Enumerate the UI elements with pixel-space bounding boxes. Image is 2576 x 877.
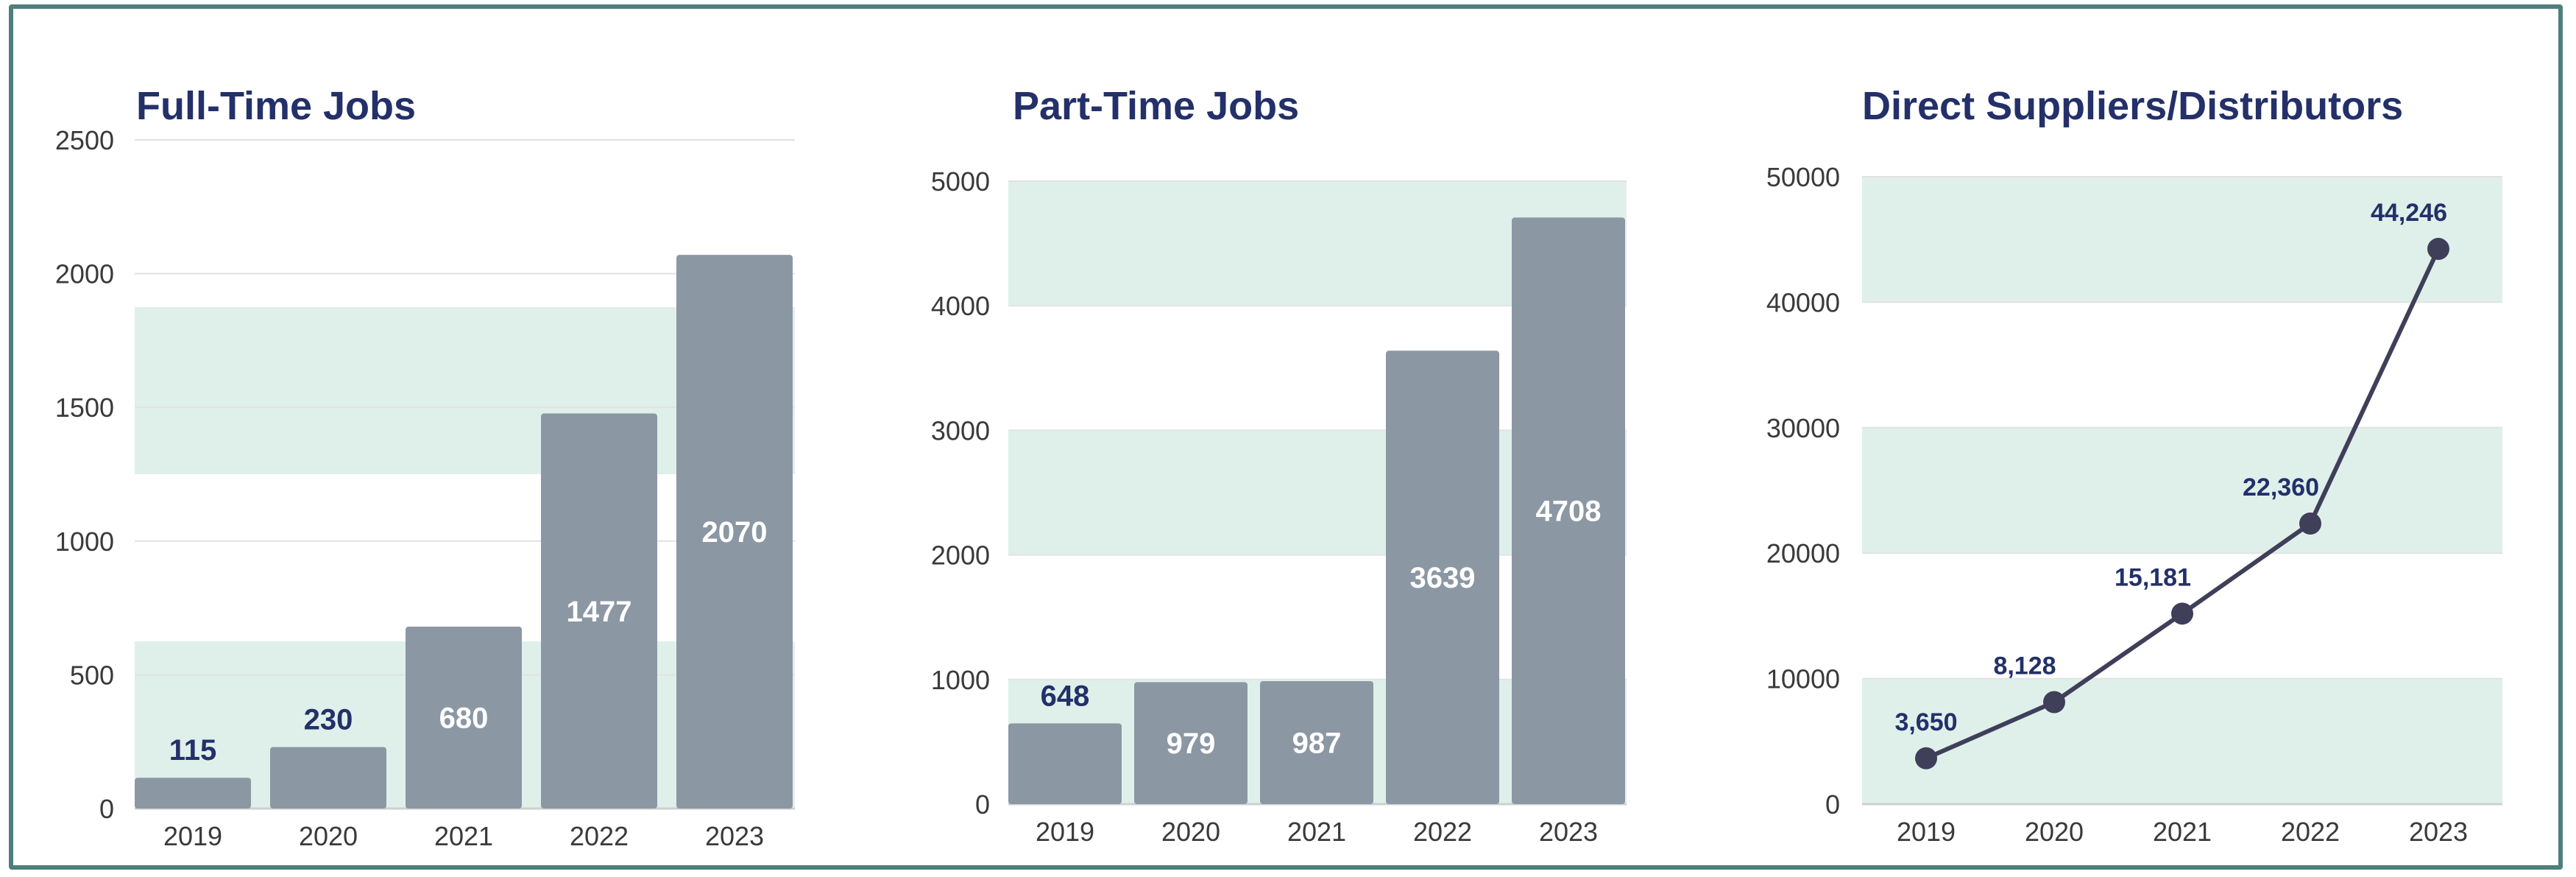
data-point — [1915, 747, 1937, 769]
bar — [1134, 682, 1248, 804]
data-point — [2171, 602, 2193, 625]
data-label: 987 — [1292, 727, 1342, 759]
bar — [1512, 217, 1625, 805]
bar — [676, 255, 793, 809]
data-label: 22,360 — [2243, 473, 2319, 501]
chart-frame — [9, 4, 2563, 870]
x-tick-label: 2020 — [1161, 817, 1220, 847]
x-tick-label: 2023 — [2409, 817, 2468, 847]
y-tick-label: 10000 — [1766, 664, 1840, 694]
y-tick-label: 1000 — [55, 526, 114, 557]
chart-2: 0 1000 2000 3000 4000 5000 2019 648 2020 979 2021 9… — [931, 84, 1627, 847]
chart-3-band — [1862, 177, 2502, 303]
bar — [1386, 351, 1499, 804]
data-label: 44,246 — [2371, 199, 2447, 227]
data-label: 3,650 — [1894, 708, 1957, 736]
data-label: 1477 — [567, 596, 632, 628]
data-label: 3639 — [1410, 562, 1476, 594]
data-point — [2043, 691, 2065, 714]
y-tick-label: 1500 — [55, 392, 114, 423]
chart-3-band — [1862, 427, 2502, 554]
data-label: 15,181 — [2115, 563, 2191, 591]
y-tick-label: 500 — [70, 660, 114, 690]
y-tick-label: 2000 — [931, 540, 990, 571]
bar — [1260, 680, 1373, 804]
x-tick-label: 2023 — [705, 821, 764, 851]
x-tick-label: 2020 — [299, 821, 358, 851]
y-tick-label: 2000 — [55, 259, 114, 289]
x-tick-label: 2020 — [2025, 817, 2084, 847]
x-tick-label: 2019 — [1897, 817, 1956, 847]
chart-3: 0 10000 20000 30000 40000 50000 2019 3,650 2020 8… — [1766, 84, 2502, 847]
data-label: 680 — [439, 702, 489, 735]
data-label: 4708 — [1536, 496, 1602, 528]
y-tick-label: 5000 — [931, 166, 990, 197]
bar — [1008, 723, 1122, 804]
data-label: 648 — [1041, 680, 1090, 712]
chart-title: Full-Time Jobs — [136, 84, 416, 128]
y-tick-label: 0 — [99, 794, 114, 824]
data-label: 115 — [169, 734, 217, 767]
x-tick-label: 2019 — [163, 821, 222, 851]
y-tick-label: 50000 — [1766, 162, 1840, 192]
x-tick-label: 2019 — [1036, 817, 1094, 847]
data-label: 2070 — [702, 516, 768, 549]
chart-title: Direct Suppliers/Distributors — [1862, 84, 2403, 128]
y-tick-label: 1000 — [931, 665, 990, 695]
x-tick-label: 2022 — [2281, 817, 2340, 847]
data-label: 230 — [304, 703, 353, 736]
y-tick-label: 4000 — [931, 291, 990, 321]
chart-title: Part-Time Jobs — [1013, 84, 1299, 128]
bar — [541, 413, 657, 809]
bar — [406, 627, 522, 809]
y-tick-label: 0 — [1825, 789, 1840, 820]
y-tick-label: 3000 — [931, 415, 990, 445]
x-tick-label: 2021 — [1287, 817, 1346, 847]
x-tick-label: 2022 — [1413, 817, 1472, 847]
x-tick-label: 2021 — [434, 821, 493, 851]
data-point — [2299, 512, 2321, 535]
data-label: 8,128 — [1993, 652, 2056, 680]
x-tick-label: 2021 — [2153, 817, 2212, 847]
y-tick-label: 0 — [975, 789, 990, 820]
chart-1: 0 500 1000 1500 2000 2500 2019 115 2020 230 2021 68… — [55, 84, 795, 851]
x-tick-label: 2023 — [1539, 817, 1598, 847]
y-tick-label: 30000 — [1766, 413, 1840, 443]
y-tick-label: 20000 — [1766, 538, 1840, 568]
y-tick-label: 2500 — [55, 125, 114, 155]
data-point — [2427, 238, 2449, 261]
x-tick-label: 2022 — [570, 821, 629, 851]
bar — [135, 778, 251, 809]
y-tick-label: 40000 — [1766, 287, 1840, 317]
data-label: 979 — [1167, 728, 1216, 760]
bar — [270, 747, 386, 809]
chart-3-band — [1862, 678, 2502, 804]
